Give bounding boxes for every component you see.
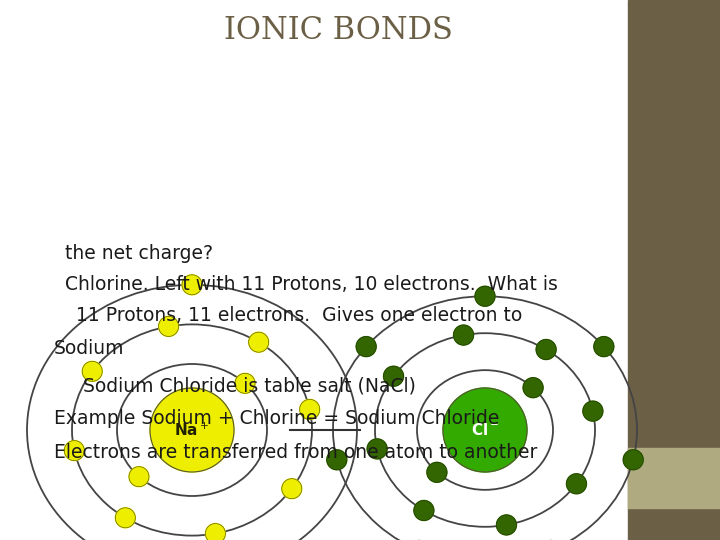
Text: 11 Protons, 11 electrons.  Gives one electron to: 11 Protons, 11 electrons. Gives one elec… (76, 306, 522, 326)
Circle shape (129, 467, 149, 487)
Text: Cl$^-$: Cl$^-$ (471, 422, 499, 438)
Circle shape (205, 524, 225, 540)
Circle shape (115, 508, 135, 528)
Circle shape (327, 450, 347, 470)
Circle shape (150, 388, 234, 472)
Circle shape (624, 450, 643, 470)
Text: Sodium: Sodium (54, 339, 125, 358)
Circle shape (583, 401, 603, 421)
Circle shape (64, 441, 84, 461)
Circle shape (594, 336, 614, 356)
Bar (628, 0, 720, 540)
Text: Na$^+$: Na$^+$ (174, 421, 210, 438)
Text: Example Sodium + Chlorine = Sodium Chloride: Example Sodium + Chlorine = Sodium Chlor… (54, 409, 500, 428)
Text: Electrons are transferred from one atom to another: Electrons are transferred from one atom … (54, 443, 537, 462)
Circle shape (367, 439, 387, 459)
Circle shape (567, 474, 587, 494)
Text: Chlorine. Left with 11 Protons, 10 electrons.  What is: Chlorine. Left with 11 Protons, 10 elect… (65, 275, 558, 294)
Text: Sodium Chloride is table salt (NaCl): Sodium Chloride is table salt (NaCl) (83, 376, 415, 396)
Circle shape (356, 336, 376, 356)
Circle shape (475, 286, 495, 306)
Circle shape (497, 515, 516, 535)
Circle shape (82, 361, 102, 381)
Circle shape (248, 332, 269, 352)
Text: the net charge?: the net charge? (65, 244, 213, 263)
Circle shape (300, 400, 320, 420)
Circle shape (427, 462, 447, 482)
Circle shape (384, 366, 403, 386)
Circle shape (536, 340, 556, 360)
Circle shape (454, 325, 474, 345)
Circle shape (443, 388, 527, 472)
Circle shape (523, 377, 543, 397)
Circle shape (282, 478, 302, 498)
Text: IONIC BONDS: IONIC BONDS (224, 15, 453, 46)
Bar (628, 448, 720, 508)
Circle shape (182, 275, 202, 295)
Circle shape (414, 501, 434, 521)
Circle shape (235, 373, 255, 393)
Circle shape (158, 316, 179, 336)
